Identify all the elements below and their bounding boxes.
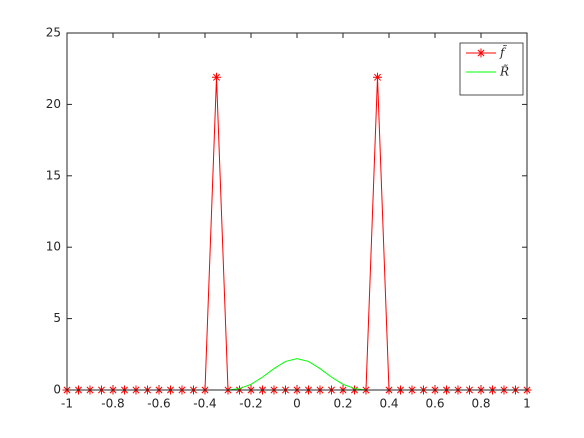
marker bbox=[373, 72, 382, 82]
y-tick-label: 10 bbox=[46, 240, 61, 254]
x-tick-label: -0.8 bbox=[101, 397, 124, 411]
legend-box bbox=[459, 42, 524, 96]
legend-label: R̃ bbox=[499, 63, 509, 78]
x-tick-label: 0.2 bbox=[333, 397, 352, 411]
x-tick-label: 0.6 bbox=[425, 397, 444, 411]
x-tick-label: -1 bbox=[61, 397, 73, 411]
x-tick-label: 0.8 bbox=[471, 397, 490, 411]
y-tick-label: 25 bbox=[46, 26, 61, 40]
x-tick-label: 0.4 bbox=[379, 397, 398, 411]
x-tick-label: 1 bbox=[523, 397, 531, 411]
x-tick-label: -0.2 bbox=[239, 397, 262, 411]
marker bbox=[212, 72, 221, 82]
y-tick-label: 20 bbox=[46, 97, 61, 111]
x-tick-label: -0.4 bbox=[193, 397, 216, 411]
plot-area bbox=[67, 33, 527, 390]
axes-box bbox=[66, 32, 528, 391]
legend-marker bbox=[476, 48, 486, 58]
y-tick-label: 15 bbox=[46, 168, 61, 182]
x-tick-label: -0.6 bbox=[147, 397, 170, 411]
x-tick-label: 0 bbox=[293, 397, 301, 411]
legend-label: f̃ bbox=[499, 44, 507, 60]
y-tick-label: 5 bbox=[53, 311, 61, 325]
y-tick-label: 0 bbox=[53, 383, 61, 397]
